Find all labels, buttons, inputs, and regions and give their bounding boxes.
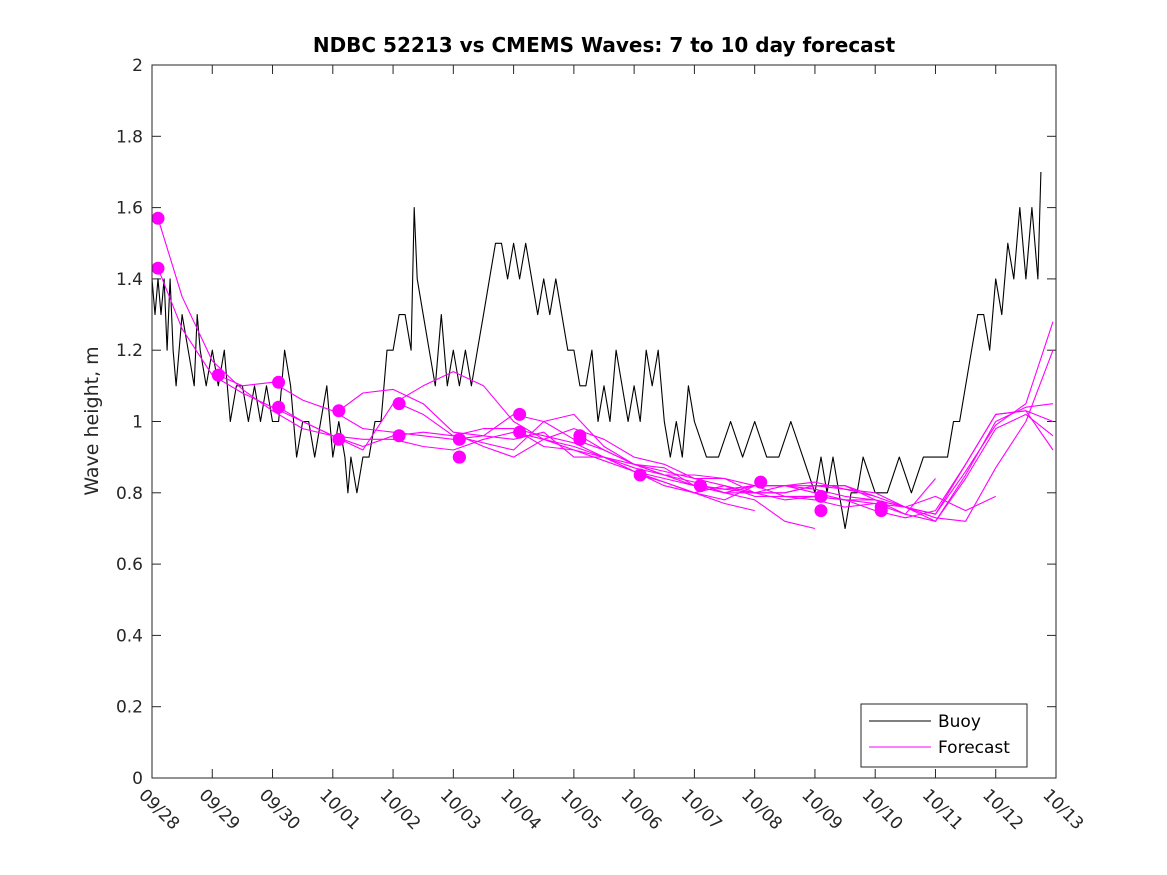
series-line-forecast-9 — [579, 413, 1054, 522]
forecast-marker — [754, 475, 768, 489]
axes-box — [151, 64, 1057, 779]
y-tick-label: 0.4 — [116, 626, 143, 646]
forecast-marker — [513, 425, 527, 439]
forecast-marker — [392, 397, 406, 411]
y-tick-label: 1.8 — [116, 127, 143, 147]
forecast-marker — [874, 504, 888, 518]
forecast-marker — [814, 489, 828, 503]
chart-title: NDBC 52213 vs CMEMS Waves: 7 to 10 day f… — [313, 33, 896, 57]
y-axis-label: Wave height, m — [81, 346, 103, 495]
forecast-marker — [332, 432, 346, 446]
y-tick-label: 2 — [132, 56, 143, 76]
forecast-marker — [633, 468, 647, 482]
plot-area — [152, 65, 1056, 778]
legend-label-buoy: Buoy — [938, 712, 981, 732]
forecast-marker — [573, 429, 587, 443]
legend: Buoy Forecast — [860, 703, 1028, 768]
y-tick-label: 1.6 — [116, 199, 143, 219]
forecast-marker — [151, 211, 165, 225]
series-line-buoy — [151, 171, 1042, 530]
y-tick-label: 0.8 — [116, 484, 143, 504]
markers-layer — [151, 211, 888, 518]
forecast-marker — [151, 261, 165, 275]
legend-label-forecast: Forecast — [938, 738, 1010, 758]
y-tick-label: 0.2 — [116, 698, 143, 718]
forecast-marker — [814, 504, 828, 518]
forecast-marker — [452, 450, 466, 464]
forecast-marker — [392, 429, 406, 443]
series-line-forecast-10 — [640, 321, 1054, 515]
y-axis-ticks: 0 0.2 0.4 0.6 0.8 1 1.2 1.4 1.6 1.8 2 — [116, 56, 1056, 789]
y-tick-label: 1 — [132, 413, 143, 433]
y-tick-label: 1.2 — [116, 341, 143, 361]
forecast-marker — [332, 404, 346, 418]
forecast-marker — [272, 375, 286, 389]
forecast-marker — [693, 479, 707, 493]
y-tick-label: 0 — [132, 769, 143, 789]
y-tick-label: 1.4 — [116, 270, 143, 290]
forecast-marker — [272, 400, 286, 414]
legend-box — [860, 703, 1028, 768]
forecast-marker — [211, 368, 225, 382]
forecast-marker — [513, 407, 527, 421]
forecast-marker — [452, 432, 466, 446]
y-tick-label: 0.6 — [116, 555, 143, 575]
